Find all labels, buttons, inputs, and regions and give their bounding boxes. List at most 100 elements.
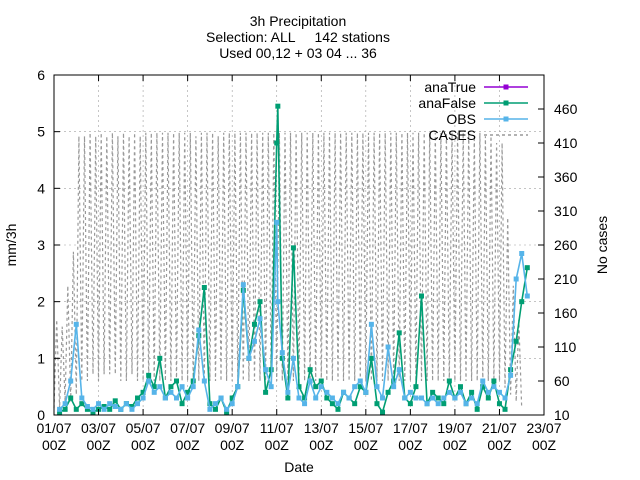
x-tick-label-date: 01/07	[36, 420, 71, 436]
series-point-obs	[224, 406, 230, 412]
series-point-obs	[480, 378, 486, 384]
title-line-1: 3h Precipitation	[250, 13, 347, 29]
x-axis-label: Date	[284, 459, 314, 475]
series-point-anafalse	[435, 395, 441, 401]
series-point-anafalse	[430, 389, 436, 395]
series-point-obs	[485, 389, 491, 395]
series-point-obs	[123, 401, 129, 407]
series-point-anafalse	[513, 338, 519, 344]
series-point-obs	[190, 384, 196, 390]
series-layer	[53, 103, 530, 415]
y2-tick-label: 460	[554, 101, 578, 117]
series-point-anafalse	[324, 395, 330, 401]
x-tick-label-date: 21/07	[482, 420, 517, 436]
series-point-anafalse	[296, 384, 302, 390]
series-point-anafalse	[135, 395, 141, 401]
x-tick-label-hour: 00Z	[131, 437, 156, 453]
series-point-obs	[157, 384, 163, 390]
series-point-obs	[207, 406, 213, 412]
y2-tick-label: 410	[554, 135, 578, 151]
series-point-anafalse	[380, 409, 386, 415]
series-point-obs	[329, 395, 335, 401]
series-point-obs	[162, 395, 168, 401]
series-point-obs	[263, 367, 269, 373]
series-point-anafalse	[413, 384, 419, 390]
series-point-anafalse	[179, 401, 185, 407]
title-line-2: Selection: ALL 142 stations	[206, 29, 390, 45]
series-point-anafalse	[502, 406, 508, 412]
y-tick-label: 1	[37, 350, 45, 366]
series-point-anafalse	[157, 355, 163, 361]
y2-axis-label: No cases	[594, 216, 610, 274]
x-tick-label-date: 17/07	[393, 420, 428, 436]
legend-label-anafalse: anaFalse	[418, 95, 476, 111]
series-point-anafalse	[79, 401, 85, 407]
series-point-anafalse	[368, 355, 374, 361]
series-point-obs	[402, 395, 408, 401]
series-point-obs	[396, 367, 402, 373]
series-point-anafalse	[101, 404, 107, 409]
series-point-anafalse	[374, 401, 380, 407]
y-axis: 0 1 2 3 4 5 6	[37, 67, 60, 423]
x-tick-label-date: 23/07	[526, 420, 561, 436]
series-point-obs	[174, 395, 179, 401]
series-point-obs	[463, 401, 469, 407]
legend-label-cases: CASES	[429, 127, 476, 143]
series-point-obs	[257, 316, 263, 322]
chart-title: 3h Precipitation Selection: ALL 142 stat…	[206, 13, 390, 61]
series-point-anafalse	[57, 409, 63, 415]
y-axis-label: mm/3h	[3, 224, 19, 267]
legend-marker-anafalse	[503, 100, 509, 106]
series-point-obs	[79, 395, 85, 401]
series-point-obs	[140, 395, 146, 401]
series-point-obs	[341, 389, 347, 395]
series-point-obs	[524, 293, 530, 299]
y2-tick-label: 60	[554, 373, 570, 389]
series-point-anafalse	[84, 406, 90, 412]
series-point-anafalse	[318, 378, 324, 384]
legend-marker-anatrue	[503, 84, 509, 90]
series-point-anafalse	[212, 406, 218, 412]
series-point-obs	[452, 395, 458, 401]
series-point-anafalse	[474, 406, 480, 412]
x-tick-label-hour: 00Z	[86, 437, 111, 453]
y2-tick-label: 360	[554, 169, 578, 185]
series-point-anafalse	[419, 293, 424, 299]
series-point-obs	[151, 389, 157, 395]
series-point-obs	[229, 401, 235, 407]
x-tick-label-hour: 00Z	[265, 437, 290, 453]
series-point-obs	[62, 401, 68, 407]
x-tick-label-hour: 00Z	[398, 437, 423, 453]
series-point-obs	[368, 321, 374, 327]
series-point-obs	[307, 378, 313, 384]
y2-tick-label: 210	[554, 271, 578, 287]
series-point-obs	[73, 321, 79, 327]
series-point-obs	[435, 401, 441, 407]
x-tick-label-hour: 00Z	[176, 437, 201, 453]
series-point-obs	[380, 395, 386, 401]
series-point-obs	[491, 384, 497, 390]
legend-label-obs: OBS	[446, 111, 476, 127]
series-point-anafalse	[140, 389, 146, 395]
x-tick-label-date: 07/07	[170, 420, 205, 436]
series-point-anafalse	[307, 367, 313, 373]
series-point-obs	[279, 350, 285, 356]
y-tick-label: 4	[37, 180, 45, 196]
series-point-anafalse	[207, 401, 213, 407]
y2-tick-label: 10	[554, 407, 570, 423]
series-point-anafalse	[112, 398, 118, 404]
x-tick-label-hour: 00Z	[487, 437, 512, 453]
series-point-obs	[68, 378, 74, 384]
y-tick-label: 0	[37, 407, 45, 423]
series-point-anafalse	[185, 389, 191, 395]
series-point-anafalse	[224, 409, 230, 415]
series-point-obs	[96, 401, 102, 407]
y-tick-label: 5	[37, 124, 45, 140]
series-point-anafalse	[396, 330, 402, 336]
series-point-anafalse	[229, 395, 235, 401]
x-axis: 01/0700Z03/0700Z05/0700Z07/0700Z09/0700Z…	[36, 75, 562, 453]
series-point-obs	[346, 395, 352, 401]
series-point-anafalse	[151, 384, 157, 390]
x-tick-label-date: 15/07	[348, 420, 383, 436]
series-point-obs	[135, 401, 141, 407]
